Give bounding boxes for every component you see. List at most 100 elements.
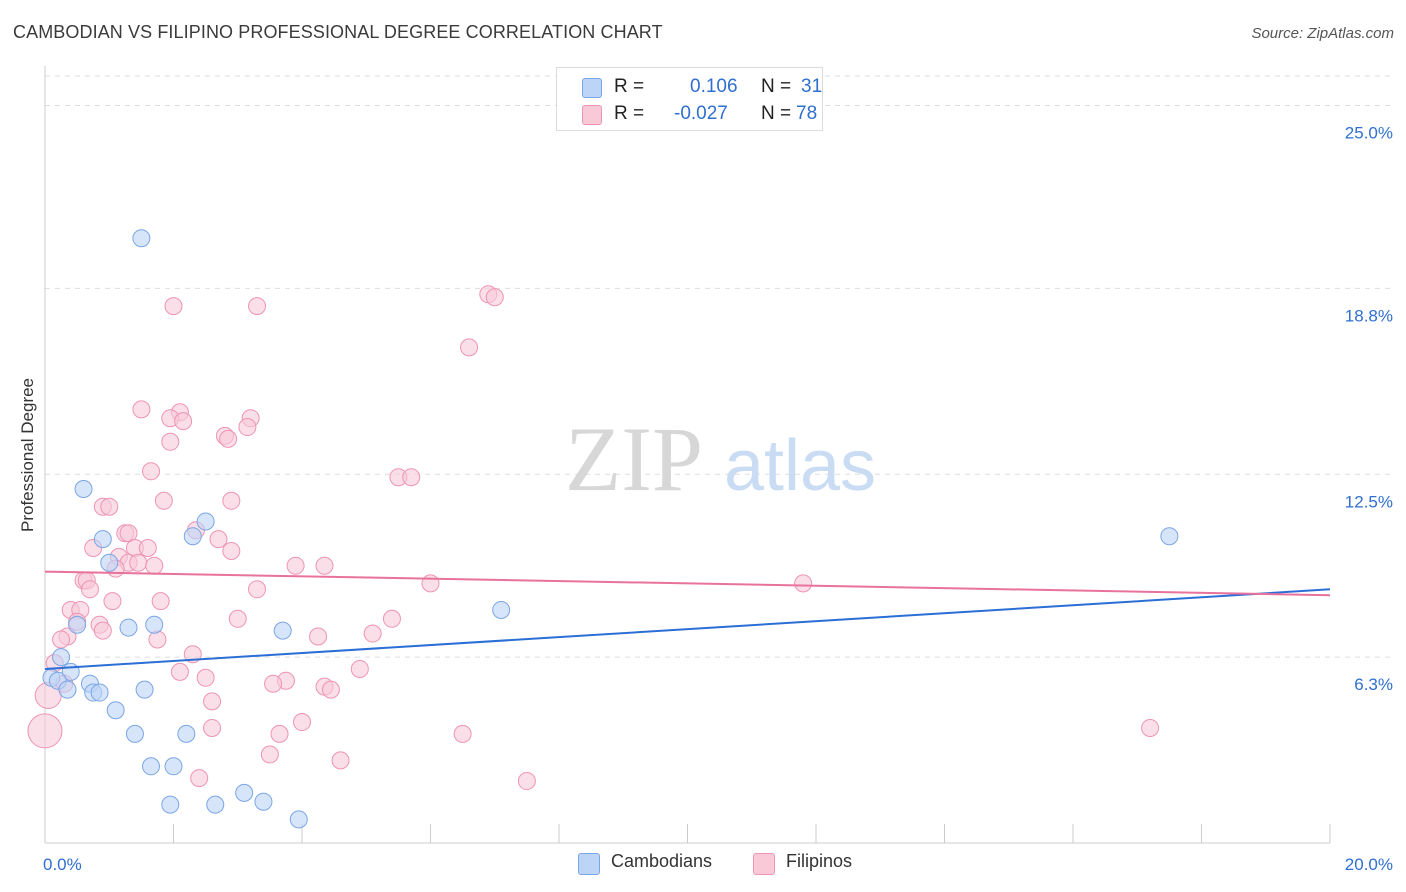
cambodian-point xyxy=(100,553,119,572)
filipino-point xyxy=(222,541,241,560)
cambodians-swatch xyxy=(582,78,602,98)
cambodian-point xyxy=(142,757,161,776)
filipino-point xyxy=(228,609,247,628)
filipino-point xyxy=(100,497,119,516)
cambodians-trend-line xyxy=(44,588,1331,670)
cambodian-point xyxy=(135,680,154,699)
cambodian-point xyxy=(273,621,292,640)
filipino-point xyxy=(293,713,311,732)
filipino-point xyxy=(93,621,112,640)
chart-title: CAMBODIAN VS FILIPINO PROFESSIONAL DEGRE… xyxy=(13,22,663,42)
filipino-point xyxy=(315,556,334,575)
n-label: N = xyxy=(761,76,792,97)
cambodian-point xyxy=(289,810,308,829)
filipino-point xyxy=(460,338,479,357)
cambodian-point xyxy=(177,724,196,743)
filipino-point xyxy=(142,462,161,481)
source-attribution: Source: ZipAtlas.com xyxy=(1251,25,1394,42)
y-axis-label: Professional Degree xyxy=(18,377,37,533)
cambodian-point xyxy=(74,480,93,498)
filipino-point xyxy=(80,580,99,599)
filipino-point xyxy=(238,418,257,437)
cambodian-point xyxy=(254,792,273,811)
trend-lines xyxy=(44,570,1331,670)
r-value: -0.027 xyxy=(674,103,728,124)
cambodian-point xyxy=(68,615,87,634)
filipinos-trend-line xyxy=(44,570,1331,597)
filipino-point xyxy=(174,412,193,431)
filipino-point xyxy=(248,297,267,316)
filipino-point xyxy=(148,630,167,649)
filipino-point xyxy=(260,745,279,764)
cambodian-point xyxy=(492,600,511,619)
filipino-point xyxy=(794,574,813,593)
filipino-point xyxy=(517,772,536,791)
filipino-point xyxy=(309,627,328,646)
filipino-point xyxy=(190,769,209,788)
filipino-point xyxy=(52,630,71,649)
filipino-point xyxy=(132,400,151,419)
filipino-point xyxy=(286,556,305,575)
cambodian-point xyxy=(90,683,109,702)
filipino-point xyxy=(138,539,157,557)
filipino-point xyxy=(248,580,267,599)
filipinos-legend-label: Filipinos xyxy=(786,851,853,871)
filipino-point xyxy=(151,592,170,611)
cambodians-legend-swatch xyxy=(578,853,600,875)
cambodian-point xyxy=(161,795,180,814)
cambodian-point xyxy=(58,680,77,699)
watermark-zip: ZIP xyxy=(565,408,703,510)
watermark-atlas: atlas xyxy=(724,426,876,506)
cambodian-point xyxy=(183,527,202,546)
filipinos-legend-swatch xyxy=(753,853,775,875)
cambodian-point xyxy=(52,648,71,667)
r-label: R = xyxy=(614,103,645,124)
filipino-point xyxy=(219,429,238,448)
filipino-point xyxy=(453,724,472,743)
cambodian-point xyxy=(125,724,144,743)
filipino-point xyxy=(154,491,173,510)
filipino-point xyxy=(382,609,401,628)
cambodian-point xyxy=(164,757,183,776)
filipino-point xyxy=(203,718,222,737)
r-label: R = xyxy=(614,76,645,97)
filipino-point xyxy=(27,713,63,749)
x-tick-label: 0.0% xyxy=(43,855,82,874)
cambodian-point xyxy=(119,618,138,637)
filipino-point xyxy=(264,674,283,693)
cambodian-point xyxy=(196,512,215,531)
cambodian-point xyxy=(145,615,164,634)
r-value: 0.106 xyxy=(690,76,738,97)
filipino-point xyxy=(321,680,340,699)
filipino-point xyxy=(170,662,189,681)
filipino-point xyxy=(209,530,228,549)
filipino-point xyxy=(421,574,440,593)
filipino-point xyxy=(129,553,148,572)
filipino-point xyxy=(103,592,122,611)
filipino-point xyxy=(402,468,421,487)
n-label: N = xyxy=(761,103,792,124)
filipino-point xyxy=(485,288,504,307)
filipinos-swatch xyxy=(582,105,602,125)
filipino-point xyxy=(145,556,164,575)
y-tick-label: 25.0% xyxy=(1345,124,1393,143)
grid-lines xyxy=(45,75,1395,658)
watermark: ZIP atlas xyxy=(565,408,876,510)
stats-legend: R = 0.106 N = 31 R = -0.027 N = 78 xyxy=(556,67,823,131)
n-value: 31 xyxy=(801,76,823,97)
tick-labels: 6.3% 12.5% 18.8% 25.0% 0.0% 20.0% xyxy=(43,124,1393,875)
data-points xyxy=(27,229,1179,829)
filipino-point xyxy=(1141,718,1160,737)
cambodian-point xyxy=(206,795,225,814)
x-tick-label: 20.0% xyxy=(1345,855,1393,874)
filipino-point xyxy=(222,491,241,510)
cambodian-point xyxy=(106,701,125,720)
filipino-point xyxy=(164,297,183,316)
y-tick-label: 6.3% xyxy=(1354,675,1393,694)
n-value: 78 xyxy=(796,103,818,124)
cambodian-point xyxy=(93,530,112,549)
filipino-point xyxy=(363,624,382,643)
filipino-point xyxy=(183,645,202,664)
filipino-point xyxy=(203,692,222,711)
